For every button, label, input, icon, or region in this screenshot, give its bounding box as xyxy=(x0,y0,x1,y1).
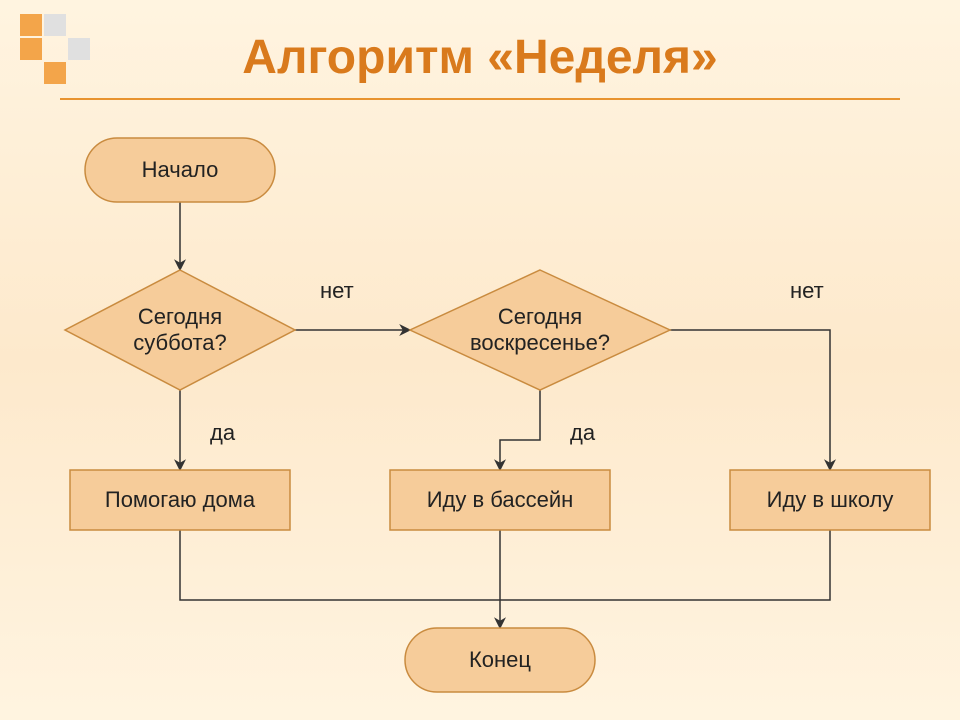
flowchart-canvas xyxy=(0,0,960,720)
edge-p3-end xyxy=(500,530,830,600)
edge-label-d1-d2: нет xyxy=(320,278,354,304)
edge-label-d2-p3: нет xyxy=(790,278,824,304)
node-label-p2: Иду в бассейн xyxy=(390,487,610,513)
node-label-start: Начало xyxy=(85,157,275,183)
node-label-d1: Сегоднясуббота? xyxy=(65,304,295,357)
edge-label-d2-p2: да xyxy=(570,420,595,446)
edge-label-d1-p1: да xyxy=(210,420,235,446)
edge-p1-end xyxy=(180,530,500,628)
node-label-end: Конец xyxy=(405,647,595,673)
node-label-p1: Помогаю дома xyxy=(70,487,290,513)
node-label-p3: Иду в школу xyxy=(730,487,930,513)
edge-d2-p3 xyxy=(670,330,830,470)
node-label-d2: Сегоднявоскресенье? xyxy=(410,304,670,357)
edge-d2-p2 xyxy=(500,390,540,470)
